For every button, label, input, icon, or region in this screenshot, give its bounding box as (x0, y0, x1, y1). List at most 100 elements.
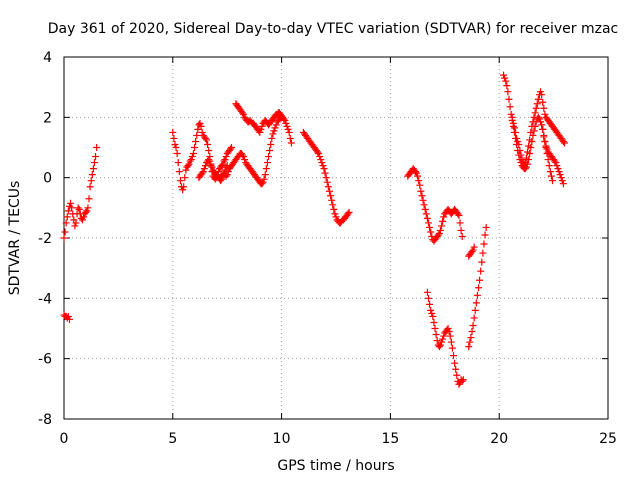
data-point (545, 162, 553, 170)
data-point (331, 210, 339, 218)
data-point (240, 153, 248, 161)
data-point (258, 122, 266, 130)
data-point (413, 169, 421, 177)
y-tick-label: -2 (38, 231, 52, 247)
data-point (191, 144, 199, 151)
data-point (469, 321, 477, 329)
data-point (222, 172, 230, 180)
data-point (187, 156, 195, 164)
data-point (317, 156, 325, 164)
data-point (172, 144, 180, 151)
y-axis-label: SDTVAR / TECUs (7, 181, 23, 296)
data-point (467, 334, 475, 342)
y-tick-label: 2 (43, 110, 52, 126)
data-point (530, 127, 538, 135)
data-point (415, 177, 423, 185)
data-point (470, 243, 478, 251)
data-point (458, 232, 466, 240)
data-point (281, 116, 289, 124)
data-point (426, 300, 434, 308)
data-point (194, 125, 202, 133)
data-point (241, 156, 249, 164)
data-point (513, 134, 521, 142)
data-point (282, 119, 290, 127)
data-point (88, 171, 96, 179)
data-point (330, 205, 338, 213)
data-point (268, 134, 276, 142)
data-point (433, 337, 441, 345)
data-point (285, 128, 293, 136)
data-point (238, 109, 246, 117)
data-point (418, 192, 426, 200)
data-point (226, 145, 234, 153)
data-point (476, 276, 484, 284)
data-point (521, 165, 529, 173)
data-point (435, 229, 443, 237)
data-point (325, 187, 333, 195)
data-point (206, 157, 214, 165)
data-point (472, 299, 480, 307)
data-point (271, 124, 279, 132)
data-point (92, 153, 100, 161)
data-point (457, 226, 465, 234)
data-point (525, 142, 533, 150)
data-point (262, 165, 270, 173)
data-point (322, 174, 330, 182)
data-point (435, 343, 443, 351)
data-point (193, 131, 201, 139)
data-point (430, 318, 438, 326)
x-tick-label: 20 (490, 431, 508, 447)
data-point (538, 121, 546, 129)
data-point (65, 315, 73, 323)
data-point (465, 343, 473, 351)
data-point (287, 139, 295, 147)
data-point (424, 219, 432, 227)
data-point (93, 144, 101, 151)
data-point (64, 207, 72, 215)
data-point (528, 122, 536, 130)
data-point (278, 113, 286, 121)
data-point (473, 291, 481, 299)
data-point (422, 210, 430, 218)
data-point (314, 148, 322, 156)
data-point (319, 162, 327, 170)
data-point (477, 267, 485, 275)
data-point (538, 91, 546, 99)
data-point (541, 137, 549, 145)
data-point (452, 365, 460, 373)
data-point (429, 312, 437, 320)
data-point (438, 222, 446, 230)
axis-ticks (63, 56, 609, 420)
data-point (75, 205, 83, 213)
data-point (64, 312, 72, 320)
data-point (185, 160, 193, 168)
data-point (440, 332, 448, 340)
data-point (328, 196, 336, 204)
data-point (263, 159, 271, 167)
data-point (527, 128, 535, 136)
data-point (186, 157, 194, 165)
data-point (553, 162, 561, 170)
data-point (560, 139, 568, 147)
data-point (180, 183, 188, 191)
data-point (85, 195, 93, 203)
data-point (87, 177, 95, 185)
data-point (224, 168, 232, 176)
x-tick-labels: 0 5 10 15 20 25 (60, 431, 617, 447)
data-point (505, 95, 513, 103)
data-point (182, 166, 190, 174)
data-point (258, 180, 266, 188)
data-point (205, 156, 213, 164)
data-point (256, 128, 264, 136)
data-point (266, 147, 274, 155)
data-point (421, 205, 429, 213)
data-point (439, 335, 447, 343)
data-point (257, 125, 265, 133)
data-point (454, 210, 462, 218)
data-point (184, 162, 192, 170)
data-point (557, 174, 565, 182)
data-point (261, 171, 269, 179)
data-point (512, 128, 520, 136)
data-point (173, 150, 181, 158)
data-point (192, 137, 200, 145)
